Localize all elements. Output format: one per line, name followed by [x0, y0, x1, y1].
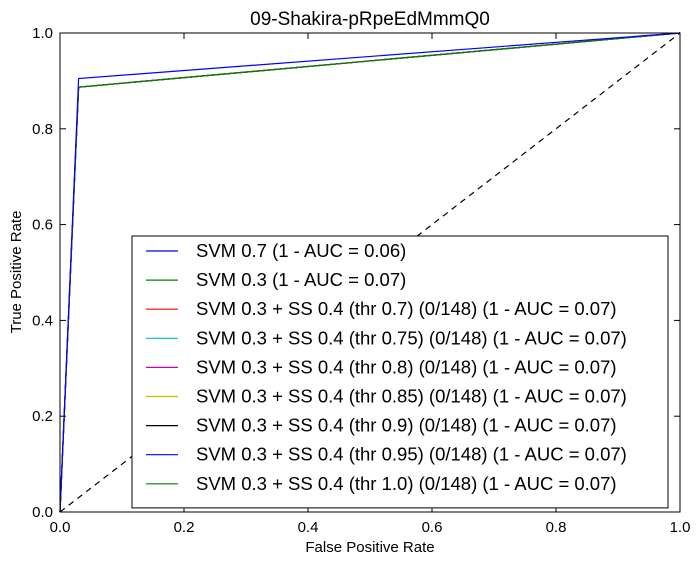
- legend-label: SVM 0.3 + SS 0.4 (thr 0.7) (0/148) (1 - …: [196, 298, 617, 319]
- y-tick-label: 0.2: [32, 408, 53, 425]
- y-tick-label: 0.4: [32, 312, 53, 329]
- legend-label: SVM 0.7 (1 - AUC = 0.06): [196, 240, 406, 261]
- x-tick-label: 0.4: [298, 519, 319, 536]
- legend: SVM 0.7 (1 - AUC = 0.06) SVM 0.3 (1 - AUC…: [131, 235, 669, 509]
- diagonal-reference-line: [59, 32, 681, 513]
- legend-label: SVM 0.3 + SS 0.4 (thr 0.75) (0/148) (1 -…: [196, 327, 627, 348]
- chart-title: 09-Shakira-pRpeEdMmmQ0: [250, 9, 490, 30]
- legend-box: [131, 235, 669, 509]
- x-tick-label: 0.0: [50, 519, 71, 536]
- x-tick-label: 0.2: [174, 519, 195, 536]
- y-tick-label: 1.0: [32, 25, 53, 42]
- x-tick-label: 0.6: [422, 519, 443, 536]
- legend-label: SVM 0.3 + SS 0.4 (thr 0.9) (0/148) (1 - …: [196, 415, 617, 436]
- legend-label: SVM 0.3 (1 - AUC = 0.07): [196, 269, 406, 290]
- y-axis-label: True Positive Rate: [8, 211, 25, 334]
- x-axis-label: False Positive Rate: [305, 539, 434, 556]
- plot-frame: [59, 32, 681, 513]
- series-line-1: [59, 32, 681, 513]
- x-tick-label: 1.0: [670, 519, 691, 536]
- plot-area: 0.0 0.2 0.4 0.6 0.8 1.0 0.0 0.2 0.4 0.6 0.8 1.0: [32, 25, 690, 536]
- y-tick-label: 0.8: [32, 121, 53, 138]
- legend-label: SVM 0.3 + SS 0.4 (thr 0.8) (0/148) (1 - …: [196, 356, 617, 377]
- y-tick-label: 0.0: [32, 504, 53, 521]
- y-tick-label: 0.6: [32, 217, 53, 234]
- x-tick-label: 0.8: [546, 519, 567, 536]
- legend-label: SVM 0.3 + SS 0.4 (thr 0.95) (0/148) (1 -…: [196, 444, 627, 465]
- legend-label: SVM 0.3 + SS 0.4 (thr 0.85) (0/148) (1 -…: [196, 386, 627, 407]
- legend-label: SVM 0.3 + SS 0.4 (thr 1.0) (0/148) (1 - …: [196, 473, 617, 494]
